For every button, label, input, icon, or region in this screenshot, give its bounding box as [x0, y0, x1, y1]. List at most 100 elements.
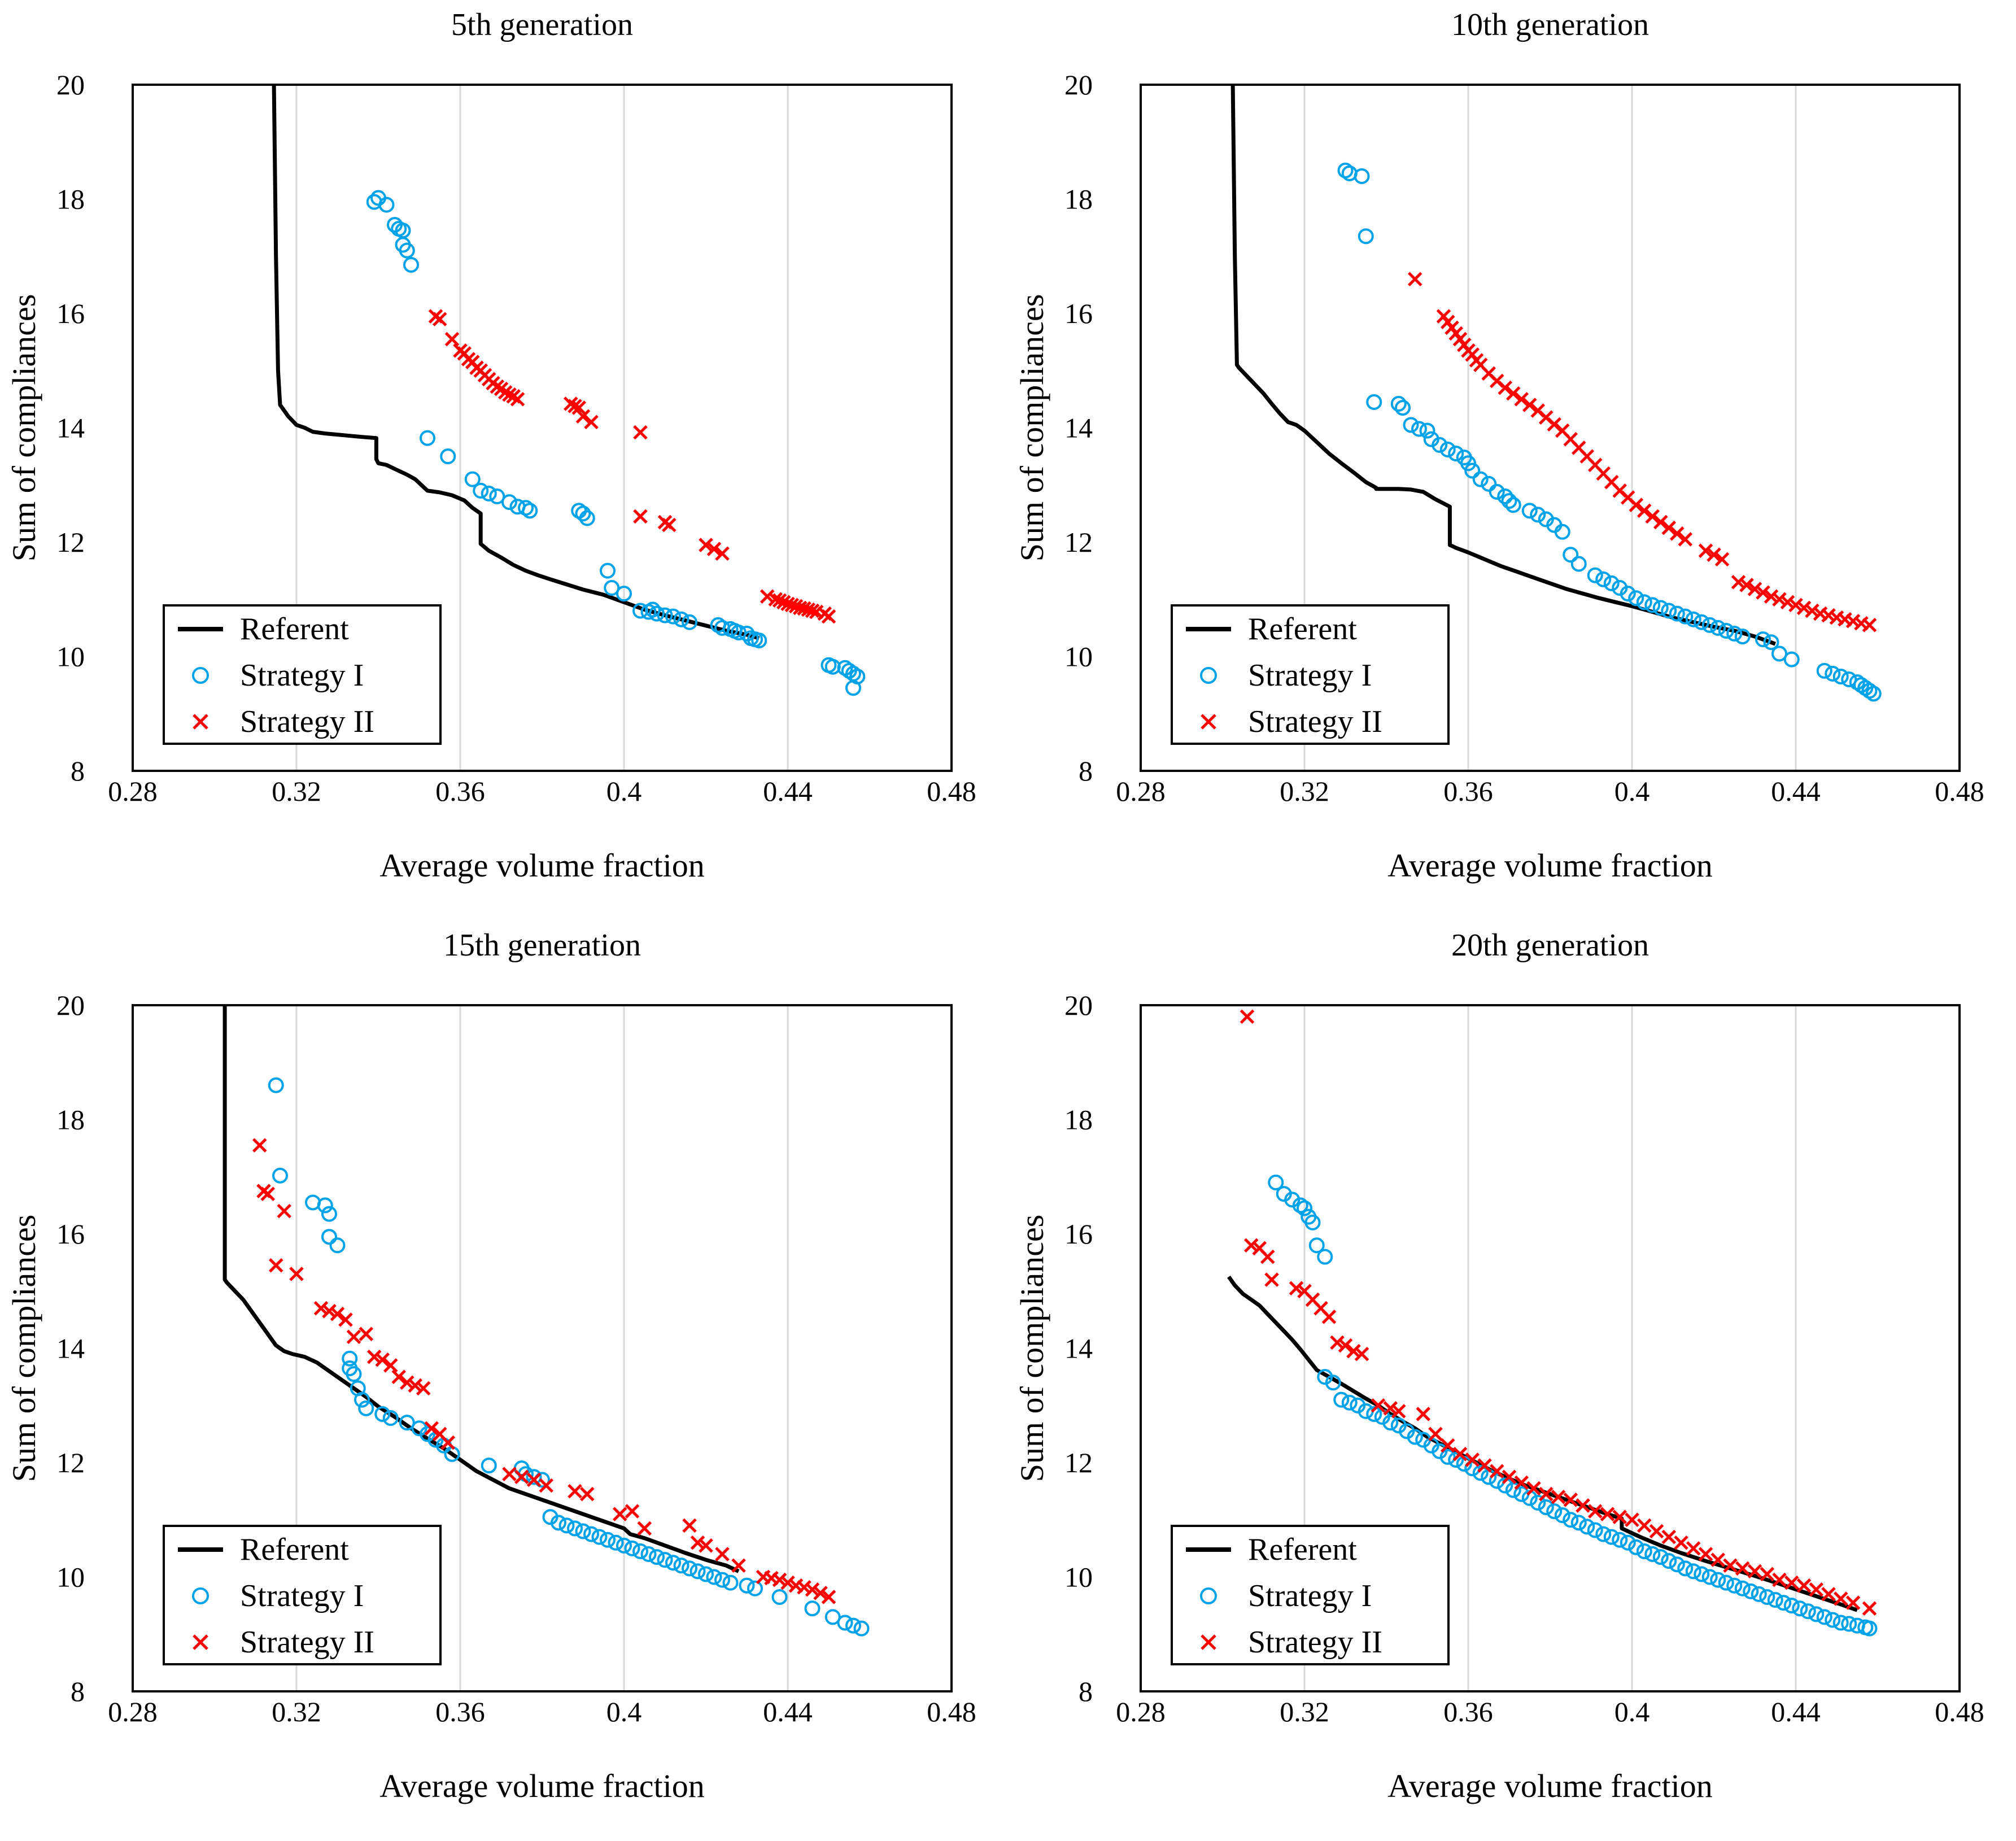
y-tick-label: 10 — [1064, 641, 1093, 673]
legend-label: Referent — [240, 1532, 349, 1567]
plot-area-frame — [1140, 1004, 1961, 1692]
strategy-ii-point — [359, 1327, 374, 1341]
strategy-i-point — [1644, 597, 1661, 613]
strategy-ii-point — [805, 1582, 820, 1597]
strategy-ii-point — [1698, 543, 1713, 558]
strategy-i-point — [399, 242, 415, 259]
strategy-i-point — [1579, 1519, 1595, 1535]
chart-panel-10th-generation: 10th generation 0.28 0.32 0.36 0.4 0.44 0.48 8 1… — [1008, 0, 2016, 920]
strategy-ii-point — [252, 1138, 267, 1153]
series-strategy-i — [366, 190, 866, 696]
strategy-i-point — [1521, 503, 1538, 519]
x-tick-label: 0.28 — [108, 775, 158, 807]
strategy-i-point — [1439, 1449, 1456, 1465]
strategy-i-point — [374, 1406, 391, 1422]
strategy-ii-point — [821, 609, 836, 624]
strategy-i-point — [1800, 1603, 1816, 1620]
legend-item-referent: Referent — [178, 1532, 349, 1567]
legend-item-strategy-ii: Strategy II — [193, 704, 374, 739]
strategy-ii-point — [637, 1521, 652, 1536]
x-tick-label: 0.4 — [1614, 1696, 1650, 1727]
strategy-ii-point — [1845, 1595, 1861, 1610]
y-axis-label: Sum of compliances — [1014, 294, 1050, 562]
strategy-i-point — [579, 510, 595, 526]
strategy-ii-point — [1289, 1281, 1304, 1295]
strategy-i-point — [551, 1515, 566, 1531]
strategy-i-point — [1652, 1549, 1669, 1565]
x-tick-label: 0.36 — [435, 775, 485, 807]
strategy-i-point — [1317, 1249, 1333, 1265]
panel-background — [0, 0, 1008, 920]
strategy-i-point — [731, 624, 747, 640]
y-tick-label: 10 — [56, 1561, 85, 1593]
y-tick-label: 12 — [56, 526, 85, 558]
strategy-i-point — [600, 562, 616, 579]
strategy-i-point — [1448, 446, 1464, 462]
strategy-ii-point — [1587, 1504, 1603, 1519]
strategy-ii-point — [706, 542, 722, 556]
y-tick-label: 8 — [1079, 1676, 1093, 1707]
strategy-ii-point — [1686, 1541, 1701, 1556]
strategy-i-point — [1554, 1507, 1570, 1524]
strategy-i-point — [1554, 523, 1570, 540]
strategy-i-point — [1710, 620, 1726, 636]
y-tick-label: 20 — [56, 989, 85, 1021]
strategy-i-point — [649, 605, 665, 622]
legend-item-strategy-i: Strategy I — [192, 658, 364, 693]
strategy-i-point — [1612, 1532, 1628, 1548]
strategy-ii-point — [1747, 582, 1762, 596]
y-tick-label: 8 — [71, 1676, 85, 1707]
strategy-ii-point — [625, 1504, 640, 1519]
strategy-i-point — [644, 601, 661, 618]
strategy-i-point — [1570, 1515, 1587, 1531]
chart-title: 5th generation — [451, 7, 633, 42]
x-axis: 0.28 0.32 0.36 0.4 0.44 0.48 — [1116, 1696, 1984, 1727]
strategy-ii-point — [1407, 272, 1422, 287]
legend: Referent Strategy I Strategy II — [1171, 604, 1450, 745]
strategy-i-point — [1808, 1606, 1825, 1622]
strategy-i-point — [575, 505, 591, 522]
strategy-ii-point — [1330, 1335, 1345, 1350]
strategy-i-point — [1743, 1583, 1759, 1599]
strategy-ii-point — [440, 1435, 456, 1450]
strategy-ii-point — [1760, 1567, 1775, 1582]
strategy-ii-point — [502, 1467, 517, 1482]
strategy-i-point — [1734, 629, 1751, 645]
strategy-i-point — [722, 1574, 739, 1591]
series-strategy-i — [1337, 162, 1882, 702]
strategy-ii-point — [772, 593, 787, 608]
y-tick-label: 18 — [1064, 1104, 1093, 1136]
y-axis-label: Sum of compliances — [6, 1215, 42, 1482]
strategy-ii-point — [1661, 1529, 1677, 1545]
strategy-i-point — [1861, 1620, 1878, 1637]
strategy-i-point — [1865, 686, 1882, 702]
strategy-ii-point — [416, 1381, 431, 1396]
legend-label: Strategy II — [1248, 1625, 1382, 1660]
strategy-i-point — [1661, 1553, 1677, 1569]
strategy-ii-point — [1805, 603, 1819, 618]
strategy-i-point — [1669, 1556, 1685, 1573]
strategy-ii-point — [579, 1486, 595, 1502]
strategy-i-point — [1718, 1574, 1734, 1591]
x-tick-label: 0.32 — [1280, 775, 1329, 807]
strategy-i-point — [1505, 497, 1521, 513]
strategy-i-point — [358, 1400, 374, 1416]
strategy-i-point — [673, 1558, 690, 1574]
strategy-ii-point — [1465, 1452, 1480, 1467]
y-tick-label: 20 — [1064, 989, 1093, 1021]
strategy-ii-point — [1747, 1564, 1762, 1579]
strategy-i-point — [1325, 1375, 1341, 1391]
strategy-ii-point — [514, 1469, 529, 1485]
strategy-ii-point — [805, 603, 820, 618]
strategy-i-point — [1775, 1595, 1792, 1611]
strategy-i-point — [771, 1589, 788, 1605]
legend-item-referent: Referent — [1186, 612, 1357, 647]
x-tick-label: 0.28 — [1116, 1696, 1166, 1727]
strategy-ii-point — [1416, 1407, 1431, 1421]
strategy-ii-point — [772, 1572, 787, 1587]
x-tick-label: 0.32 — [272, 1696, 321, 1727]
strategy-ii-point — [330, 1306, 345, 1321]
strategy-ii-point — [1649, 1524, 1664, 1539]
y-tick-label: 16 — [56, 298, 85, 329]
y-tick-label: 20 — [56, 69, 85, 101]
